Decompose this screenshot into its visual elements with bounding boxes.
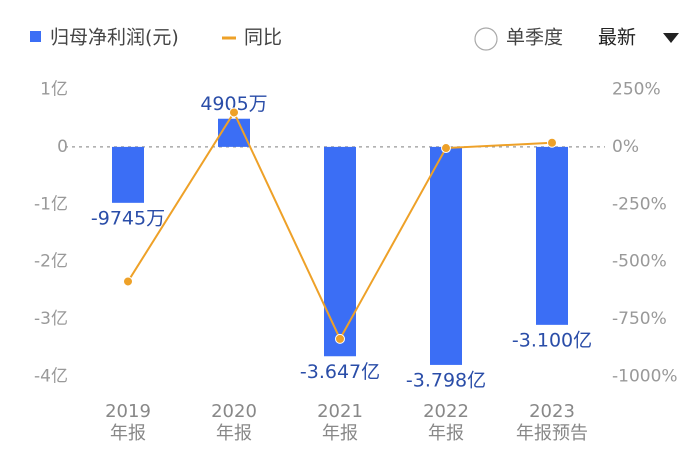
value-label: 4905万 — [200, 93, 267, 115]
y-tick-label: 0 — [57, 137, 68, 157]
bar — [112, 146, 144, 203]
x-tick-label: 年报 — [428, 423, 464, 444]
y2-tick-label: -500% — [612, 252, 667, 272]
y-tick-label: -2亿 — [34, 252, 68, 272]
bar — [430, 146, 462, 365]
radio[interactable] — [474, 27, 498, 51]
line-point — [547, 137, 557, 148]
dropdown[interactable]: 最新 — [598, 27, 679, 49]
y2-tick-label: 250% — [612, 79, 661, 99]
x-tick-label: 2023 — [529, 401, 575, 422]
toggle-label[interactable]: 单季度 — [506, 27, 563, 49]
y-tick-label: -1亿 — [34, 194, 68, 214]
y-tick-label: 1亿 — [40, 79, 68, 99]
y2-tick-label: -1000% — [612, 367, 678, 387]
legend-line: 同比 — [244, 27, 282, 49]
x-tick-label: 2019 — [105, 401, 151, 422]
x-tick-label: 2021 — [317, 401, 363, 422]
y2-tick-label: -250% — [612, 194, 667, 214]
x-tick-label: 年报预告 — [516, 423, 588, 444]
legend-swatch-bar — [30, 31, 41, 42]
x-tick-label: 年报 — [216, 423, 252, 444]
value-label: -9745万 — [91, 207, 165, 229]
line-point — [335, 333, 345, 344]
line-point — [229, 107, 239, 118]
y-tick-label: -4亿 — [34, 367, 68, 387]
y2-tick-label: 0% — [612, 137, 639, 157]
line-point — [441, 143, 451, 154]
value-label: -3.100亿 — [512, 329, 592, 351]
toggle[interactable]: 单季度 — [474, 27, 563, 51]
dropdown-arrow[interactable] — [663, 33, 679, 43]
y-tick-label: -3亿 — [34, 309, 68, 329]
line-point — [123, 276, 133, 287]
bar — [218, 118, 250, 147]
bar — [536, 146, 568, 325]
value-label: -3.647亿 — [300, 361, 380, 383]
dropdown-label[interactable]: 最新 — [598, 27, 636, 49]
legend-bar: 归母净利润(元) — [50, 27, 179, 49]
bar — [324, 146, 356, 357]
x-tick-label: 年报 — [110, 423, 146, 444]
value-label: -3.798亿 — [406, 369, 486, 391]
y2-tick-label: -750% — [612, 309, 667, 329]
x-tick-label: 年报 — [322, 423, 358, 444]
x-tick-label: 2020 — [211, 401, 257, 422]
x-tick-label: 2022 — [423, 401, 469, 422]
